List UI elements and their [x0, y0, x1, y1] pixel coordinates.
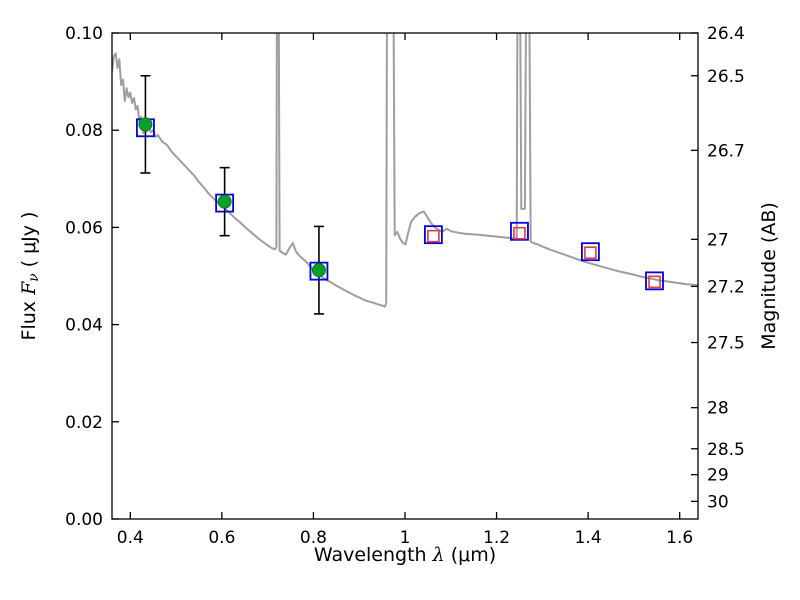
y-tick-label-left: 0.08 [65, 121, 103, 141]
y-tick-label-right: 27 [707, 230, 729, 250]
y-tick-label-right: 27.2 [707, 277, 745, 297]
y-axis-label-magnitude: Magnitude (AB) [758, 202, 780, 350]
model-photometry-square [645, 271, 664, 291]
model-photometry-square [215, 193, 235, 213]
x-tick-label: 1.4 [575, 528, 602, 548]
ir-photometry-square [648, 275, 661, 289]
y-tick-label-right: 27.5 [707, 334, 745, 354]
y-tick-label-right: 26.5 [707, 67, 745, 87]
model-photometry-square [581, 242, 600, 262]
y-tick-label-right: 26.7 [707, 141, 745, 161]
x-tick-label: 0.4 [117, 528, 144, 548]
x-tick-label: 0.8 [300, 528, 327, 548]
y-axis-label-flux: Flux Fν ( μJy ) [18, 212, 42, 341]
model-photometry-square [309, 261, 329, 281]
y-tick-label-right: 30 [707, 492, 729, 512]
y-tick-label-right: 29 [707, 466, 729, 486]
wavelength-label-text: Wavelength [313, 544, 433, 566]
x-tick-label: 1.6 [666, 528, 693, 548]
y-tick-label-right: 28.5 [707, 440, 745, 460]
y-tick-label-right: 28 [707, 399, 729, 419]
x-axis-label-wavelength: Wavelength λ (μm) [314, 544, 496, 566]
observed-photometry-circle [138, 117, 153, 132]
y-tick-label-left: 0.04 [65, 316, 103, 336]
y-tick-label-left: 0.10 [65, 24, 103, 44]
flux-subscript: ν [26, 273, 43, 282]
observed-photometry-circle [217, 194, 232, 209]
y-tick-label-left: 0.02 [65, 413, 103, 433]
model-spectrum-line [112, 33, 698, 308]
x-tick-label: 1.2 [483, 528, 510, 548]
y-tick-label-left: 0.00 [65, 510, 103, 530]
ir-photometry-square [513, 226, 526, 240]
y-tick-label-right: 26.4 [707, 24, 745, 44]
x-tick-label: 1 [400, 528, 411, 548]
observed-photometry-circle [311, 263, 326, 278]
flux-unit: ( μJy ) [17, 211, 40, 274]
flux-symbol: F [17, 281, 40, 295]
model-photometry-square [510, 221, 529, 241]
lambda-symbol: λ [432, 544, 445, 566]
wavelength-unit: (μm) [444, 544, 497, 566]
ir-photometry-square [584, 246, 597, 259]
y-tick-label-left: 0.06 [65, 218, 103, 238]
flux-label-text: Flux [17, 294, 40, 341]
model-photometry-square [423, 225, 443, 245]
x-tick-label: 0.6 [208, 528, 235, 548]
ir-photometry-square [427, 229, 440, 243]
